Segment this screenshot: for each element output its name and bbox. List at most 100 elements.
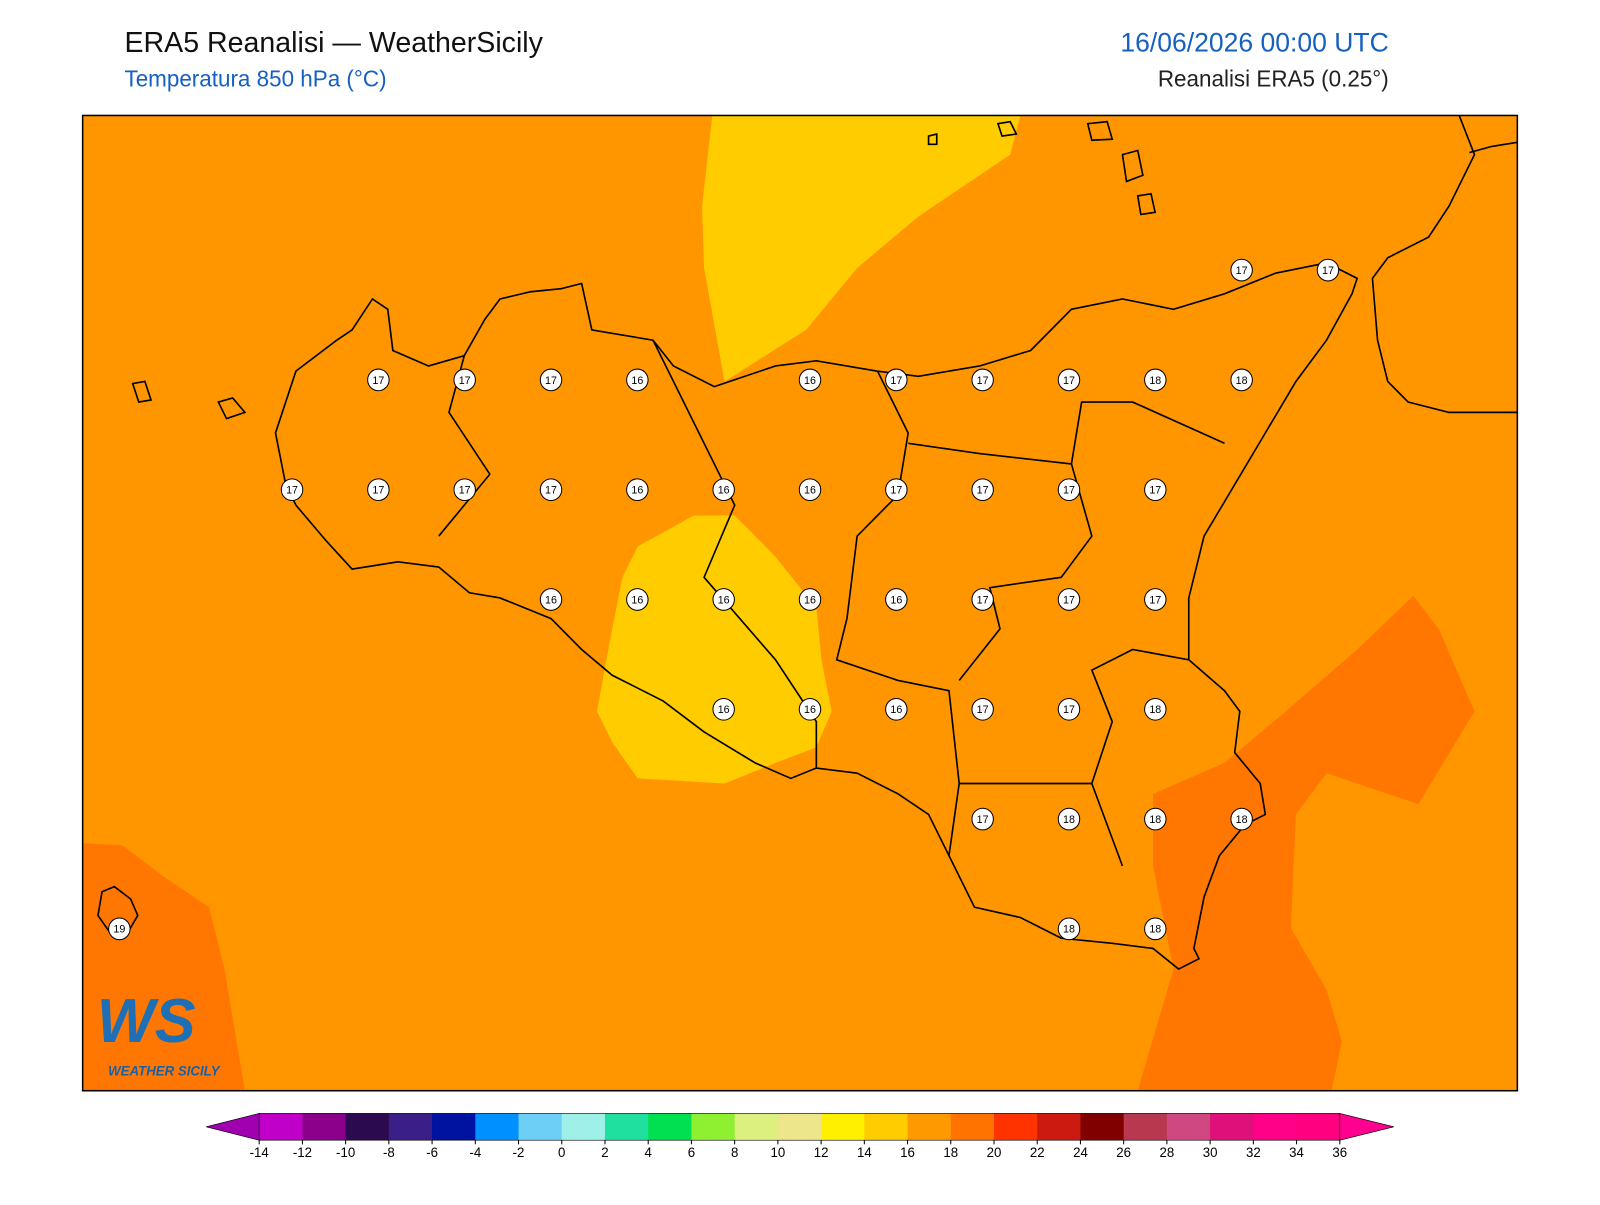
colorbar-segment (345, 1113, 390, 1141)
colorbar-tick-label: 14 (857, 1145, 872, 1160)
title: ERA5 Reanalisi — WeatherSicily (124, 27, 543, 59)
date: 16/06/2026 00:00 UTC (1120, 27, 1388, 57)
station-value: 18 (1236, 375, 1248, 387)
colorbar-segment (259, 1113, 303, 1141)
station-value: 18 (1149, 814, 1161, 826)
station-marker (453, 368, 476, 392)
colorbar-tick-label: 26 (1116, 1145, 1131, 1160)
colorbar-segment (1253, 1113, 1298, 1141)
station-marker (1057, 368, 1081, 392)
colorbar-tick-label: -2 (513, 1145, 525, 1160)
colorbar-tick-label: 32 (1246, 1145, 1261, 1160)
station-value: 17 (977, 814, 989, 826)
station-value: 16 (804, 485, 816, 497)
station-marker (971, 588, 994, 611)
logo: WS WEATHER SICILY (97, 987, 221, 1079)
colorbar-tick-label: 10 (771, 1145, 786, 1160)
colorbar-segment (950, 1113, 995, 1141)
colorbar-tick-label: 8 (731, 1145, 738, 1160)
logo-mark: WS (97, 987, 196, 1056)
colorbar-tick-label: 30 (1203, 1145, 1218, 1160)
colorbar-tick-label: 2 (601, 1145, 608, 1160)
colorbar-segment (302, 1113, 347, 1141)
colorbar-tick-label: -10 (336, 1145, 355, 1160)
colorbar-segment (777, 1113, 822, 1141)
colorbar-segment (1080, 1113, 1125, 1141)
station-marker (885, 368, 908, 392)
colorbar-segment (1166, 1113, 1211, 1141)
station-value: 16 (718, 485, 730, 497)
station-value: 16 (631, 375, 643, 387)
station-value: 17 (459, 485, 471, 497)
station-marker (539, 368, 563, 392)
colorbar-tick-label: 34 (1289, 1145, 1304, 1160)
station-marker (712, 588, 735, 611)
colorbar-segment (864, 1113, 909, 1141)
station-marker (453, 478, 476, 502)
station-marker (367, 368, 390, 392)
station-value: 18 (1236, 814, 1248, 826)
station-value: 16 (631, 594, 643, 606)
colorbar-extend-high (1339, 1113, 1394, 1141)
station-value: 17 (545, 375, 557, 387)
station-value: 18 (1149, 924, 1161, 936)
station-value: 16 (631, 485, 643, 497)
station-value: 17 (1063, 594, 1075, 606)
colorbar-segment (691, 1113, 736, 1141)
colorbar-segment (1123, 1113, 1168, 1141)
contour-18-20 (1137, 595, 1475, 1091)
station-marker (798, 588, 822, 611)
colorbar-segment (561, 1113, 606, 1141)
colorbar-segment (1037, 1113, 1081, 1141)
map: 17 17 17 17 17 16 16 17 17 17 18 18 17 17 17 17 16 16 16 17… (81, 114, 1519, 1092)
contour-14-16 (702, 115, 1021, 382)
station-marker (1144, 917, 1167, 941)
colorbar-tick-label: -8 (383, 1145, 395, 1160)
colorbar-segment (907, 1113, 952, 1141)
contour-14-16 (596, 515, 832, 784)
station-value: 17 (1063, 485, 1075, 497)
station-value: 18 (1149, 704, 1161, 716)
station-value: 19 (113, 924, 125, 936)
colorbar-segment (734, 1113, 779, 1141)
station-value: 17 (1149, 594, 1161, 606)
station-value: 17 (545, 485, 557, 497)
station-value: 17 (1322, 265, 1334, 277)
station-marker (626, 368, 649, 392)
station-value: 17 (977, 485, 989, 497)
station-value: 18 (1063, 814, 1075, 826)
logo-text: WEATHER SICILY (108, 1064, 221, 1079)
station-value: 17 (977, 704, 989, 716)
station-value: 16 (804, 375, 816, 387)
station-marker (1057, 588, 1081, 611)
colorbar-tick-label: -14 (250, 1145, 270, 1160)
station-value: 16 (890, 594, 902, 606)
station-marker (626, 478, 649, 502)
station-value: 17 (1063, 704, 1075, 716)
colorbar-segment (475, 1113, 520, 1141)
station-value: 16 (718, 594, 730, 606)
station-marker (798, 368, 822, 392)
station-value: 17 (459, 375, 471, 387)
station-marker (1057, 807, 1081, 831)
station-marker (971, 478, 994, 502)
station-marker (367, 478, 390, 502)
station-marker (1230, 368, 1253, 392)
station-marker (1144, 588, 1167, 611)
station-value: 16 (804, 704, 816, 716)
station-marker (885, 588, 908, 611)
station-marker (1057, 917, 1081, 941)
colorbar-segment (994, 1113, 1038, 1141)
colorbar-tick-label: 16 (900, 1145, 915, 1160)
colorbar: -14 -12 -10 -8 -6 -4 -2 0 2 4 6 8 10 12 14 16 18 20 22 24 26… (206, 1113, 1394, 1160)
station-marker (798, 697, 822, 721)
station-value: 16 (890, 704, 902, 716)
colorbar-tick-label: -6 (426, 1145, 438, 1160)
colorbar-tick-label: 24 (1073, 1145, 1088, 1160)
station-value: 16 (545, 594, 557, 606)
colorbar-segment (1210, 1113, 1254, 1141)
colorbar-segment (388, 1113, 433, 1141)
station-marker (1230, 258, 1253, 282)
station-value: 18 (1063, 924, 1075, 936)
station-marker (885, 697, 908, 721)
